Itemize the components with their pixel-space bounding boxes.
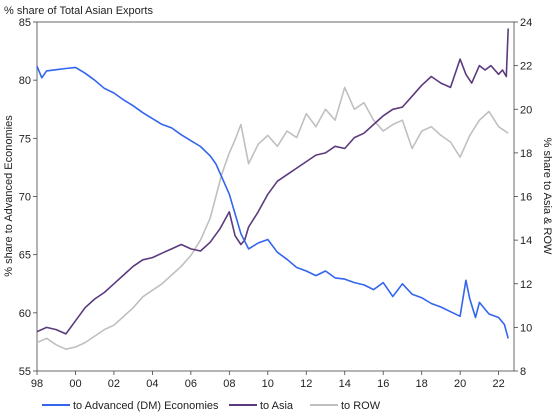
x-tick-label: 10 [262, 378, 274, 390]
x-tick-label: 18 [416, 378, 428, 390]
y-left-tick-label: 70 [19, 192, 31, 204]
y-left-tick-label: 60 [19, 308, 31, 320]
x-tick-labels: 98 00 02 04 06 08 10 12 14 16 18 20 22 [31, 371, 505, 390]
legend-item-row: to ROW [310, 400, 381, 412]
legend-item-asia: to Asia [229, 400, 294, 412]
chart-title: % share of Total Asian Exports [4, 5, 153, 17]
y-right-tick-labels: 8 10 12 14 16 18 20 22 24 [514, 17, 532, 378]
y-right-tick-label: 10 [520, 322, 532, 334]
x-tick-label: 14 [339, 378, 351, 390]
y-left-tick-label: 65 [19, 250, 31, 262]
y-right-tick-label: 24 [520, 17, 532, 29]
legend: to Advanced (DM) Economies to Asia to RO… [42, 400, 381, 412]
series-line-row [36, 86, 509, 351]
y-left-tick-label: 75 [19, 133, 31, 145]
x-tick-label: 00 [69, 378, 81, 390]
x-tick-label: 02 [108, 378, 120, 390]
y-right-tick-label: 14 [520, 235, 532, 247]
x-tick-label: 12 [300, 378, 312, 390]
y-left-tick-label: 55 [19, 366, 31, 378]
x-tick-label: 04 [146, 378, 158, 390]
x-tick-label: 22 [492, 378, 504, 390]
legend-item-advanced: to Advanced (DM) Economies [42, 400, 219, 412]
y-axis-left-label: % share to Advanced Economies [3, 115, 15, 277]
x-tick-label: 20 [454, 378, 466, 390]
y-right-tick-label: 16 [520, 192, 532, 204]
x-tick-label: 08 [223, 378, 235, 390]
legend-label-asia: to Asia [260, 400, 294, 412]
y-right-tick-label: 18 [520, 148, 532, 160]
legend-label-advanced: to Advanced (DM) Economies [73, 400, 219, 412]
y-right-tick-label: 12 [520, 279, 532, 291]
y-left-tick-label: 80 [19, 75, 31, 87]
x-tick-label: 98 [31, 378, 43, 390]
x-tick-label: 06 [185, 378, 197, 390]
legend-label-row: to ROW [341, 400, 381, 412]
y-left-tick-labels: 55 60 65 70 75 80 85 [19, 17, 37, 378]
y-left-tick-label: 85 [19, 17, 31, 29]
series-layer [36, 28, 509, 351]
series-line-advanced [36, 65, 509, 339]
y-right-tick-label: 22 [520, 61, 532, 73]
y-right-tick-label: 8 [520, 366, 526, 378]
plot-frame [36, 21, 515, 372]
series-line-asia [36, 28, 509, 335]
y-right-tick-label: 20 [520, 104, 532, 116]
y-axis-right-label: % share to Asia & ROW [541, 138, 553, 255]
x-tick-label: 16 [377, 378, 389, 390]
